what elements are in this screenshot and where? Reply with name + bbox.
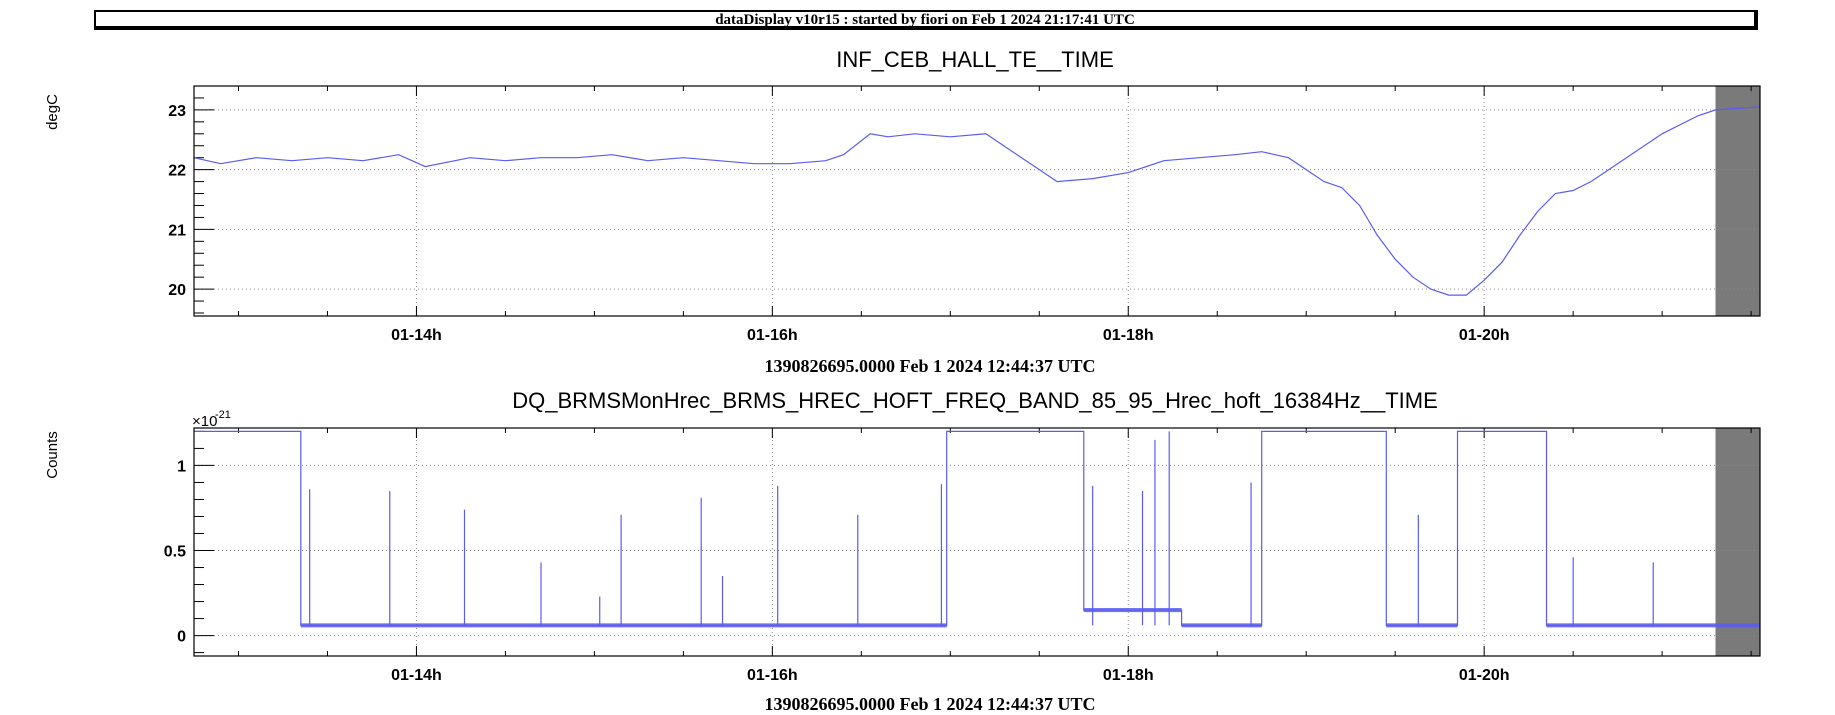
- chart2-ytick-label-0: 0: [177, 629, 186, 646]
- chart2-shaded-region: [1715, 428, 1760, 656]
- chart1-series-line: [193, 106, 1761, 296]
- chart2-ytick-label-2: 1: [177, 458, 186, 475]
- chart1-xtick-label-1: 01-16h: [747, 327, 798, 344]
- chart1-xlabel: 1390826695.0000 Feb 1 2024 12:44:37 UTC: [765, 356, 1096, 376]
- chart2-ytick-label-1: 0.5: [164, 544, 186, 561]
- chart1-xtick-label-2: 01-18h: [1103, 327, 1154, 344]
- chart2-noise-band-3: [1083, 608, 1182, 613]
- chart2-series-line: [194, 430, 1760, 626]
- chart2-title: DQ_BRMSMonHrec_BRMS_HREC_HOFT_FREQ_BAND_…: [512, 388, 1438, 413]
- chart2-noise-band-7: [1386, 623, 1458, 628]
- chart1-ylabel: degC: [44, 94, 61, 130]
- header-text: dataDisplay v10r15 : started by fiori on…: [715, 12, 1135, 28]
- chart1-xtick-label-0: 01-14h: [391, 327, 442, 344]
- chart2-frame: [193, 427, 1761, 657]
- chart2-xtick-label-1: 01-16h: [747, 667, 798, 684]
- chart1-plot-area: 20 21 22 23 01-14h 01-16h 01-18h 01-20h: [168, 85, 1761, 344]
- chart2-xtick-label-3: 01-20h: [1459, 667, 1510, 684]
- chart2-noise-band-9: [1546, 623, 1760, 628]
- chart1-xtick-label-3: 01-20h: [1459, 327, 1510, 344]
- chart2-xtick-label-0: 01-14h: [391, 667, 442, 684]
- chart1-frame: [193, 85, 1761, 317]
- chart2-plot-area: 0 0.5 1 01-14h 01-16h 01-18h 01-20h: [164, 427, 1761, 684]
- header-bar: dataDisplay v10r15 : started by fiori on…: [94, 10, 1758, 30]
- chart2-noise-band-1: [300, 623, 947, 628]
- chart1-ytick-label-3: 23: [168, 103, 186, 120]
- chart2-noise-band-4: [1181, 623, 1262, 628]
- chart1-ytick-label-1: 21: [168, 222, 186, 239]
- chart2-xtick-label-2: 01-18h: [1103, 667, 1154, 684]
- chart2-exponent-base: ×10: [192, 413, 217, 430]
- chart1-shaded-region: [1715, 86, 1760, 316]
- chart2-ylabel: Counts: [44, 431, 61, 479]
- chart1-ytick-label-2: 22: [168, 163, 186, 180]
- chart1-ytick-label-0: 20: [168, 282, 186, 299]
- chart1-title: INF_CEB_HALL_TE__TIME: [836, 47, 1114, 72]
- chart2-xlabel: 1390826695.0000 Feb 1 2024 12:44:37 UTC: [765, 694, 1096, 714]
- chart2-exponent-power: -21: [215, 409, 231, 421]
